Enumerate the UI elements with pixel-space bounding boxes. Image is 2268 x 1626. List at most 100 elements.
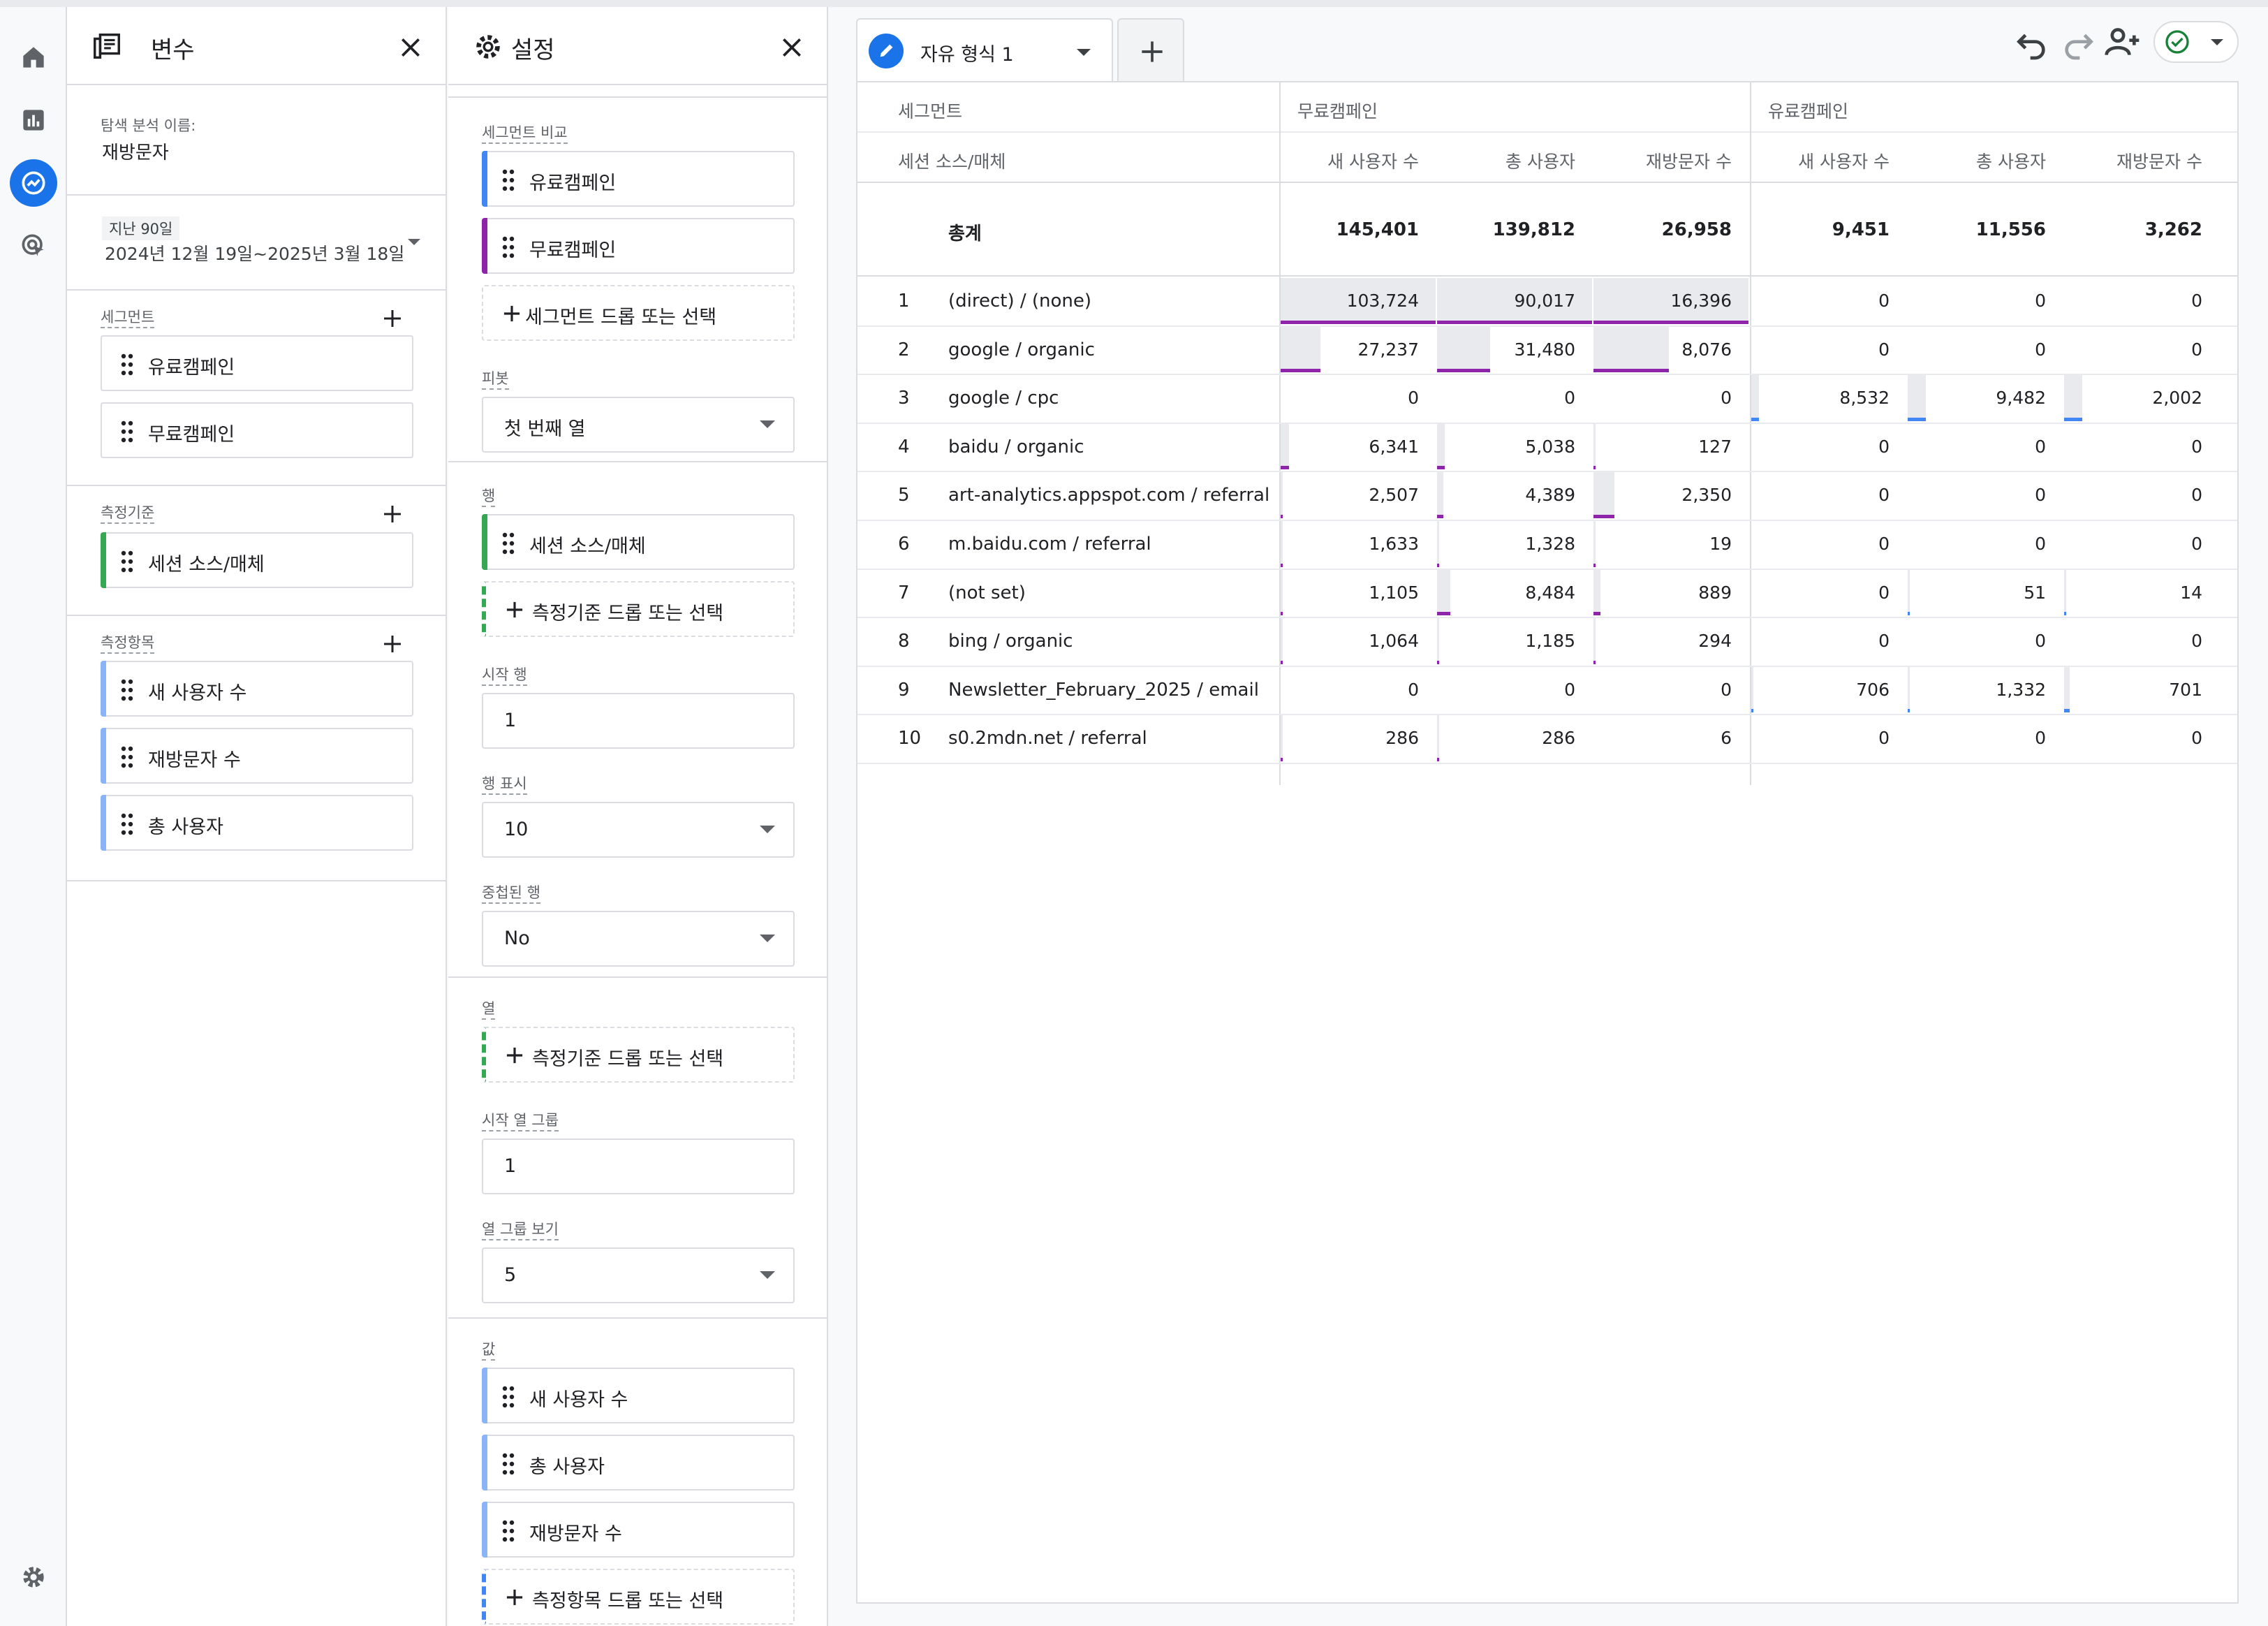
cell-heat-underline — [1751, 709, 1753, 713]
segment-compare-chip[interactable]: 유료캠페인 — [482, 151, 795, 207]
drag-handle-icon[interactable] — [120, 679, 134, 701]
drag-handle-icon[interactable] — [501, 169, 515, 191]
cell-heat-underline — [1281, 563, 1283, 567]
pivot-label: 피봇 — [482, 369, 509, 390]
add-metric-icon[interactable] — [380, 631, 405, 657]
row-source-medium[interactable]: bing / organic — [948, 631, 1073, 652]
row-dimension-chip[interactable]: 세션 소스/매체 — [482, 514, 795, 570]
segment-divider — [1279, 82, 1281, 785]
row-source-medium[interactable]: google / cpc — [948, 388, 1059, 409]
reports-icon[interactable] — [10, 96, 57, 144]
cell-heat-bar — [1437, 472, 1443, 515]
row-source-medium[interactable]: baidu / organic — [948, 436, 1084, 457]
total-value: 139,812 — [1492, 219, 1575, 240]
value-metric-chip[interactable]: 새 사용자 수 — [482, 1368, 795, 1423]
row-divider — [857, 471, 2237, 473]
pivot-select[interactable]: 첫 번째 열 — [482, 397, 795, 453]
pencil-icon[interactable] — [869, 34, 904, 68]
cell-heat-bar — [1281, 618, 1283, 661]
chevron-down-icon[interactable] — [408, 239, 420, 245]
row-divider — [857, 374, 2237, 376]
row-source-medium[interactable]: (direct) / (none) — [948, 291, 1092, 312]
metric-chip[interactable]: 재방문자 수 — [101, 728, 413, 784]
close-icon[interactable] — [778, 34, 806, 61]
show-rows-value: 10 — [504, 819, 529, 840]
metric-header[interactable]: 총 사용자 — [1505, 152, 1575, 172]
segment-compare-label: 세그먼트 비교 — [482, 123, 568, 144]
table-cell: 1,328 — [1525, 534, 1575, 554]
explore-icon[interactable] — [10, 159, 57, 207]
table-cell: 0 — [2035, 631, 2046, 652]
metric-chip[interactable]: 새 사용자 수 — [101, 661, 413, 717]
metric-header[interactable]: 새 사용자 수 — [1327, 152, 1419, 172]
advertising-icon[interactable] — [10, 222, 57, 270]
drag-handle-icon[interactable] — [501, 1453, 515, 1475]
drag-handle-icon[interactable] — [501, 1386, 515, 1408]
value-metric-chip[interactable]: 총 사용자 — [482, 1435, 795, 1490]
variables-icon — [94, 34, 120, 59]
row-source-medium[interactable]: (not set) — [948, 582, 1026, 603]
row-source-medium[interactable]: m.baidu.com / referral — [948, 534, 1151, 555]
row-source-medium[interactable]: art-analytics.appspot.com / referral — [948, 485, 1270, 506]
drag-handle-icon[interactable] — [120, 550, 134, 573]
cell-heat-underline — [1908, 417, 1926, 421]
add-tab-button[interactable] — [1117, 18, 1184, 82]
chevron-down-icon[interactable] — [1077, 49, 1091, 56]
segment-drop-zone[interactable]: 세그먼트 드롭 또는 선택 — [482, 285, 795, 341]
metric-header[interactable]: 재방문자 수 — [1646, 152, 1732, 172]
segment-compare-chip[interactable]: 무료캠페인 — [482, 218, 795, 274]
cell-heat-underline — [1593, 612, 1600, 616]
metric-header[interactable]: 총 사용자 — [1976, 152, 2046, 172]
drag-handle-icon[interactable] — [501, 1520, 515, 1542]
rows-label: 행 — [482, 486, 496, 507]
drag-handle-icon[interactable] — [120, 353, 134, 376]
date-range-section[interactable]: 지난 90일 2024년 12월 19일~2025년 3월 18일 — [67, 196, 446, 291]
row-source-medium[interactable]: google / organic — [948, 339, 1095, 360]
drag-handle-icon[interactable] — [120, 746, 134, 768]
segment-chip[interactable]: 무료캠페인 — [101, 402, 413, 458]
table-cell: 0 — [1564, 679, 1575, 700]
metric-header[interactable]: 새 사용자 수 — [1798, 152, 1890, 172]
metric-header[interactable]: 재방문자 수 — [2116, 152, 2202, 172]
drag-handle-icon[interactable] — [120, 420, 134, 443]
metric-chip[interactable]: 총 사용자 — [101, 795, 413, 851]
row-source-medium[interactable]: s0.2mdn.net / referral — [948, 728, 1147, 749]
row-number: 1 — [898, 291, 910, 312]
home-icon[interactable] — [10, 34, 57, 81]
drag-handle-icon[interactable] — [501, 236, 515, 258]
nested-rows-label: 중첩된 행 — [482, 883, 540, 904]
drag-handle-icon[interactable] — [501, 532, 515, 555]
start-row-input[interactable]: 1 — [482, 693, 795, 749]
nested-rows-select[interactable]: No — [482, 911, 795, 967]
metric-chip-label: 재방문자 수 — [148, 749, 241, 771]
tab-freeform-1[interactable]: 자유 형식 1 — [856, 18, 1113, 82]
share-user-icon[interactable] — [2103, 22, 2142, 61]
dimension-chip[interactable]: 세션 소스/매체 — [101, 532, 413, 588]
table-cell: 0 — [2035, 339, 2046, 360]
cell-heat-bar — [1437, 521, 1439, 564]
value-metric-chip[interactable]: 재방문자 수 — [482, 1502, 795, 1558]
show-rows-select[interactable]: 10 — [482, 802, 795, 858]
row-source-medium[interactable]: Newsletter_February_2025 / email — [948, 679, 1259, 701]
settings-gear-icon[interactable] — [10, 1553, 57, 1601]
column-dimension-drop-zone[interactable]: 측정기준 드롭 또는 선택 — [482, 1027, 795, 1083]
drag-handle-icon[interactable] — [120, 813, 134, 835]
exploration-name-input[interactable]: 재방문자 — [102, 142, 169, 163]
undo-icon[interactable] — [2012, 24, 2052, 63]
close-icon[interactable] — [397, 34, 425, 61]
add-segment-icon[interactable] — [380, 306, 405, 331]
table-cell: 706 — [1856, 679, 1890, 700]
table-cell: 0 — [2191, 339, 2202, 360]
start-col-group-input[interactable]: 1 — [482, 1138, 795, 1194]
cell-heat-underline — [2064, 417, 2082, 421]
row-divider — [857, 568, 2237, 570]
add-dimension-icon[interactable] — [380, 501, 405, 527]
metric-drop-zone[interactable]: 측정항목 드롭 또는 선택 — [482, 1569, 795, 1625]
cell-heat-underline — [1437, 563, 1439, 567]
redo-icon[interactable] — [2059, 24, 2098, 63]
segment-chip[interactable]: 유료캠페인 — [101, 335, 413, 391]
row-dimension-drop-zone[interactable]: 측정기준 드롭 또는 선택 — [482, 581, 795, 637]
show-col-groups-select[interactable]: 5 — [482, 1247, 795, 1303]
save-status-button[interactable] — [2153, 21, 2239, 63]
segment-header: 세그먼트 — [898, 101, 963, 122]
